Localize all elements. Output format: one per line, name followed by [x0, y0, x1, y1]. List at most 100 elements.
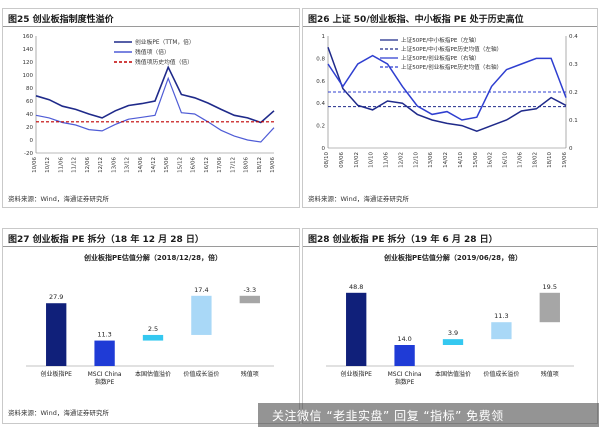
fig27-category-label: 本国估值溢价	[135, 370, 171, 378]
fig25-x-tick-label: 19/06	[270, 157, 276, 173]
fig27-bar-value-label: 11.3	[97, 331, 111, 339]
fig28-bar	[442, 339, 464, 345]
fig28-bar-value-label: 11.3	[494, 312, 508, 320]
fig26-x-tick-label: 13/06	[428, 152, 434, 168]
fig26-x-tick-label: 12/10	[413, 152, 419, 168]
fig27-bar	[46, 303, 67, 366]
fig28-bar-value-label: 3.9	[448, 329, 458, 337]
fig25-y-tick-label: 160	[23, 34, 34, 40]
fig26-right-tick-label: 0.3	[569, 62, 578, 68]
panel-fig26: 图26 上证 50/创业板指、中小板指 PE 处于历史高位 0 0.2 0.4 0.6…	[302, 8, 598, 208]
fig25-x-tick-label: 18/12	[257, 157, 263, 173]
fig25-legend-label: 残值项历史均值（倍）	[135, 58, 193, 66]
fig27-bar-value-label: -3.3	[243, 286, 256, 294]
fig25-y-tick-label: 20	[26, 125, 33, 131]
fig25-y-tick-label: 60	[26, 99, 33, 105]
fig25-y-tick-label: 0	[30, 138, 34, 144]
fig27-chart: 创业板指PE估值分解（2018/12/28，倍） 27.9 11.3 2.5 17.4 -…	[26, 253, 274, 386]
fig27-bar	[94, 340, 115, 366]
fig25-x-tick-label: 10/12	[45, 157, 51, 173]
fig28-bar	[539, 292, 560, 323]
fig26-right-tick-label: 0.1	[569, 118, 578, 124]
fig26-title: 图26 上证 50/创业板指、中小板指 PE 处于历史高位	[308, 15, 524, 25]
fig25-y-tick-label: 100	[23, 73, 34, 79]
fig26-x-tick-label: 19/06	[562, 152, 568, 168]
fig25-rule	[3, 26, 299, 27]
panel-fig25: 图25 创业板指制度性溢价 -20 0 20 40 60 80 100 120 140 160 10…	[2, 8, 300, 208]
fig25-y-tick-label: 80	[26, 86, 33, 92]
fig27-category-label: 创业板指PE	[40, 370, 72, 378]
fig28-category-label: 残值项	[541, 370, 559, 378]
fig26-source: 资料来源：Wind，海通证券研究所	[308, 195, 409, 203]
fig28-bar-value-label: 19.5	[543, 283, 557, 291]
fig25-x-tick-label: 16/06	[191, 157, 197, 173]
fig25-x-tick-label: 17/06	[217, 157, 223, 173]
fig26-x-tick-label: 10/02	[354, 152, 360, 168]
fig28-bar	[491, 322, 512, 340]
fig25-x-tick-label: 10/06	[32, 157, 38, 173]
fig26-right-tick-label: 0	[569, 146, 573, 152]
fig25-x-tick-label: 13/12	[125, 157, 131, 173]
fig26-right-tick-label: 0.4	[569, 34, 578, 40]
fig26-x-tick-label: 09/06	[339, 152, 345, 168]
fig25-x-tick-label: 15/06	[164, 157, 170, 173]
fig26-x-tick-label: 18/02	[532, 152, 538, 168]
fig25-y-tick-label: 120	[23, 60, 34, 66]
watermark-banner: 关注微信 “老韭实盘” 回复 “指标” 免费领	[258, 403, 599, 427]
fig27-category-label: 残值项	[241, 370, 259, 378]
panel-fig27: 图27 创业板指 PE 拆分（18 年 12 月 28 日） 创业板指PE估值分…	[2, 228, 300, 424]
fig25-x-tick-label: 15/12	[177, 157, 183, 173]
fig27-bar	[191, 295, 212, 335]
fig26-x-tick-label: 16/10	[503, 152, 509, 168]
fig26-left-tick-label: 1	[322, 34, 326, 40]
fig28-category-label: 本国估值溢价	[435, 370, 471, 378]
fig26-x-tick-label: 14/02	[443, 152, 449, 168]
fig26-legend-label: 上证50PE/中小板指PE（左轴）	[401, 36, 480, 44]
fig26-right-tick-label: 0.2	[569, 90, 578, 96]
fig27-bar-value-label: 2.5	[148, 325, 158, 333]
fig25-title: 图25 创业板指制度性溢价	[8, 15, 114, 25]
fig28-rule	[303, 246, 597, 247]
fig25-y-tick-label: 140	[23, 47, 34, 53]
fig26-x-tick-label: 12/02	[398, 152, 404, 168]
fig25-chart: -20 0 20 40 60 80 100 120 140 160 10/06 10/12 11/06 1…	[23, 34, 277, 173]
fig28-bar	[346, 292, 367, 366]
fig26-left-tick-label: 0.2	[316, 124, 325, 130]
fig26-x-tick-label: 10/10	[369, 152, 375, 168]
fig25-series-line	[35, 65, 275, 124]
fig27-bar	[142, 334, 164, 341]
fig25-x-tick-label: 17/12	[230, 157, 236, 173]
fig27-bar	[239, 295, 260, 304]
fig25-y-tick-label: -20	[24, 151, 33, 157]
fig27-chart-title: 创业板指PE估值分解（2018/12/28，倍）	[83, 253, 222, 262]
fig25-x-tick-label: 12/12	[98, 157, 104, 173]
fig28-bar-value-label: 48.8	[349, 283, 363, 291]
fig25-series-line	[35, 76, 275, 143]
panel-fig28: 图28 创业板指 PE 拆分（19 年 6 月 28 日） 创业板指PE估值分解…	[302, 228, 598, 424]
fig26-legend-label: 上证50PE/创业板指PE（右轴）	[401, 54, 480, 62]
fig26-left-tick-label: 0	[322, 146, 326, 152]
watermark-text: 关注微信 “老韭实盘” 回复 “指标” 免费领	[272, 409, 504, 423]
fig28-chart-title: 创业板指PE估值分解（2019/06/28，倍）	[383, 253, 522, 262]
fig27-title: 图27 创业板指 PE 拆分（18 年 12 月 28 日）	[8, 235, 204, 245]
fig27-category-label: 价值成长溢价	[183, 370, 219, 378]
fig25-x-tick-label: 14/06	[138, 157, 144, 173]
fig25-x-tick-label: 12/06	[85, 157, 91, 173]
fig26-series-line	[327, 54, 567, 121]
fig27-bar-value-label: 27.9	[49, 293, 63, 301]
fig26-x-tick-label: 18/10	[547, 152, 553, 168]
fig26-chart: 0 0.2 0.4 0.6 0.8 1 0 0.1 0.2 0.3 0.4 08/10 09/06 10/…	[316, 34, 578, 168]
fig27-source: 资料来源：Wind，海通证券研究所	[8, 409, 109, 417]
fig28-category-label: 创业板指PE	[340, 370, 372, 378]
fig26-x-tick-label: 14/10	[458, 152, 464, 168]
fig26-x-tick-label: 08/10	[324, 152, 330, 168]
fig25-x-tick-label: 13/06	[111, 157, 117, 173]
fig26-rule	[303, 26, 597, 27]
fig26-series-line	[327, 46, 567, 133]
fig25-x-tick-label: 11/12	[72, 157, 78, 173]
fig28-category-label: 价值成长溢价	[483, 370, 519, 378]
fig27-rule	[3, 246, 299, 247]
fig27-bar-value-label: 17.4	[194, 286, 208, 294]
fig25-y-tick-label: 40	[26, 112, 33, 118]
fig28-category-label: MSCI China 指数PE	[388, 371, 422, 386]
